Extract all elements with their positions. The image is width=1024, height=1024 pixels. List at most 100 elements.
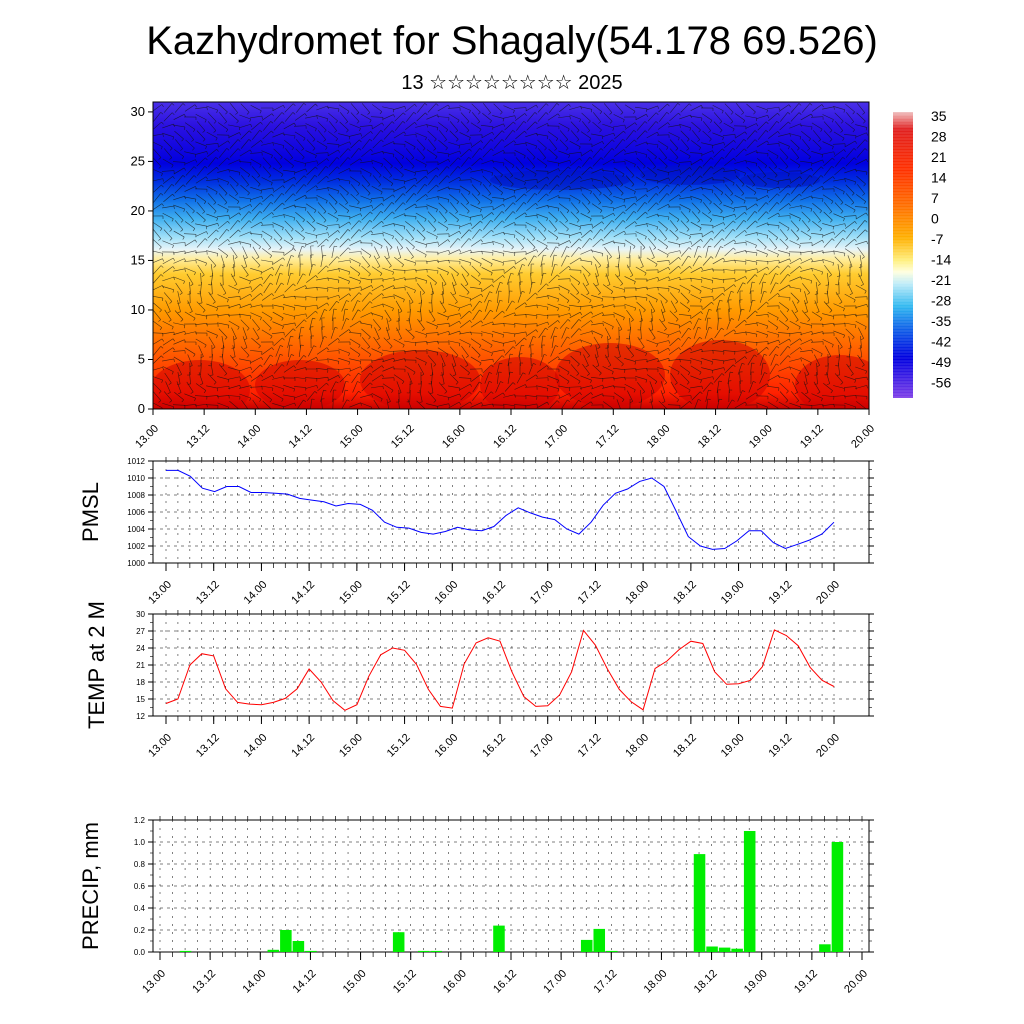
barb [701, 376, 713, 380]
barb-flag [303, 138, 306, 141]
barb [448, 393, 460, 399]
barb [822, 313, 834, 317]
barb [690, 195, 702, 201]
barb [810, 116, 824, 118]
barb [470, 286, 482, 290]
barb-flag [282, 388, 284, 392]
barb-flag [195, 159, 197, 163]
barb [569, 374, 581, 382]
barb [790, 139, 800, 149]
colorbar-label: 28 [931, 129, 947, 145]
barb-flag [303, 355, 307, 358]
barb [218, 364, 228, 374]
barb [833, 149, 845, 157]
barb [582, 121, 590, 131]
barb [722, 341, 736, 343]
barb [459, 214, 471, 218]
barb [660, 381, 666, 393]
barb [339, 229, 349, 239]
barb-flag [225, 129, 229, 133]
barb-flag [358, 344, 361, 348]
barb [670, 300, 678, 312]
x-tick-label: 14.12 [287, 423, 315, 451]
barb-flag [849, 266, 853, 268]
y-tick-label: 21 [136, 661, 145, 670]
barb-flag [290, 228, 294, 232]
barb-flag [623, 289, 626, 293]
barb-flag [502, 118, 505, 122]
barb-flag [585, 365, 589, 367]
barb [536, 123, 548, 129]
barb-flag [257, 175, 261, 178]
barb [349, 258, 361, 264]
barb-flag [634, 307, 636, 311]
barb-flag [336, 157, 340, 160]
barb [437, 196, 449, 200]
barb-flag [270, 282, 273, 285]
barb [670, 184, 678, 194]
barb [822, 403, 834, 407]
barb-flag [652, 310, 656, 313]
barb-flag [381, 139, 384, 143]
barb [844, 313, 856, 317]
barb [735, 148, 745, 158]
barb [537, 283, 547, 293]
barb [261, 150, 273, 156]
barb-flag [699, 337, 703, 340]
barb-flag [194, 239, 197, 243]
barb-flag [301, 148, 304, 151]
barb [811, 239, 823, 247]
barb [162, 257, 174, 265]
barb [569, 114, 581, 120]
barb [371, 312, 383, 318]
barb-flag [249, 293, 252, 297]
barb-flag [466, 274, 470, 277]
barb [639, 309, 643, 321]
barb [239, 231, 251, 237]
barb [713, 121, 723, 131]
y-tick-label: 1010 [127, 474, 145, 483]
barb [295, 211, 305, 221]
barb [854, 395, 868, 397]
barb [813, 381, 821, 393]
barb [162, 331, 174, 335]
barb [272, 132, 284, 138]
barb [284, 229, 294, 239]
barb-flag [469, 110, 471, 114]
barb-flag [553, 254, 558, 256]
barb-flag [534, 227, 537, 231]
barb-flag [665, 165, 668, 169]
barb-flag [764, 165, 768, 169]
barb [679, 320, 691, 328]
barb [734, 250, 746, 254]
barb [437, 104, 449, 112]
barb [195, 223, 207, 227]
barb-flag [203, 201, 207, 205]
barb [471, 374, 481, 382]
barb [359, 125, 373, 127]
barb [284, 140, 294, 148]
barb-flag [271, 155, 273, 159]
barb [681, 327, 689, 339]
barb [472, 148, 480, 158]
barb-flag [382, 304, 384, 308]
barb [438, 166, 448, 176]
barb-flag [821, 154, 824, 158]
barb [745, 268, 757, 272]
barb-flag [226, 229, 230, 232]
barb [635, 231, 647, 237]
barb [174, 211, 184, 221]
barb [515, 130, 525, 140]
barb-flag [532, 281, 536, 284]
barb-flag [543, 272, 547, 275]
barb-flag [181, 156, 185, 160]
barb [228, 159, 240, 165]
barb [492, 250, 504, 254]
barb [153, 238, 162, 248]
barb-flag [699, 299, 702, 303]
barb [294, 168, 306, 174]
x-tick-label: 15.00 [338, 423, 366, 451]
barb [310, 254, 312, 268]
barb-flag [172, 338, 175, 342]
barb-flag [358, 220, 362, 223]
